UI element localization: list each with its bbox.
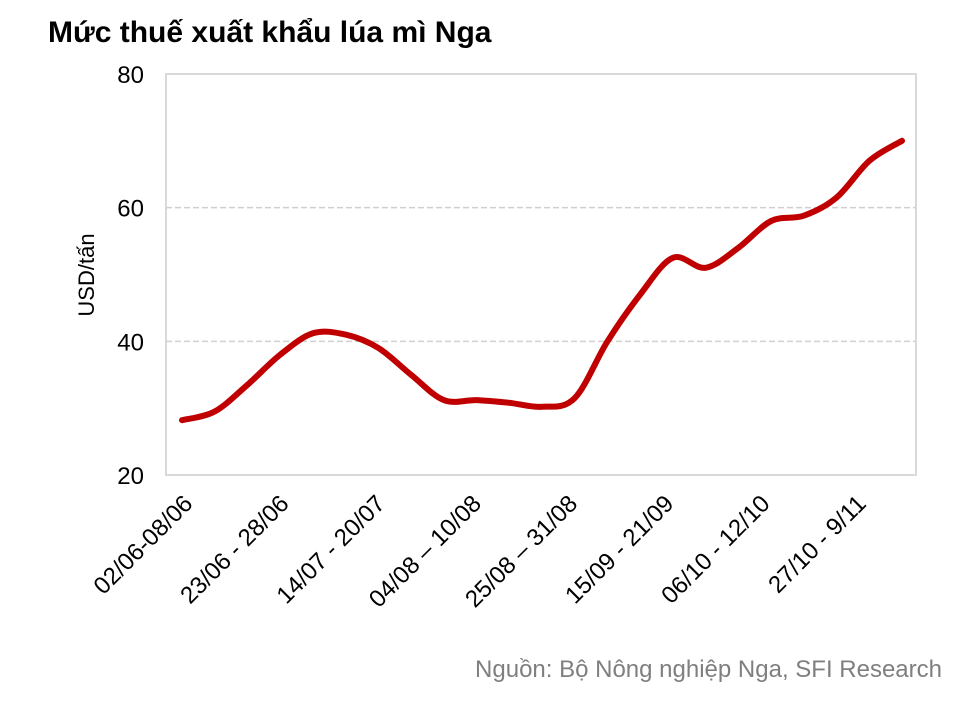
y-axis-ticks: 20 40 60 80 xyxy=(117,62,144,490)
y-tick-label: 60 xyxy=(117,196,144,223)
series-group xyxy=(179,137,905,424)
y-tick-label: 80 xyxy=(117,62,144,89)
chart-title: Mức thuế xuất khẩu lúa mì Nga xyxy=(48,16,492,49)
source-note: Nguồn: Bộ Nông nghiệp Nga, SFI Research xyxy=(475,656,942,683)
plot-area xyxy=(165,73,917,476)
gridlines xyxy=(166,206,916,343)
y-axis-label: USD/tấn xyxy=(74,233,99,316)
series-line xyxy=(179,137,905,424)
y-tick-label: 20 xyxy=(117,463,144,490)
y-tick-label: 40 xyxy=(117,329,144,356)
x-tick-label: 27/10 - 9/11 xyxy=(763,490,871,598)
